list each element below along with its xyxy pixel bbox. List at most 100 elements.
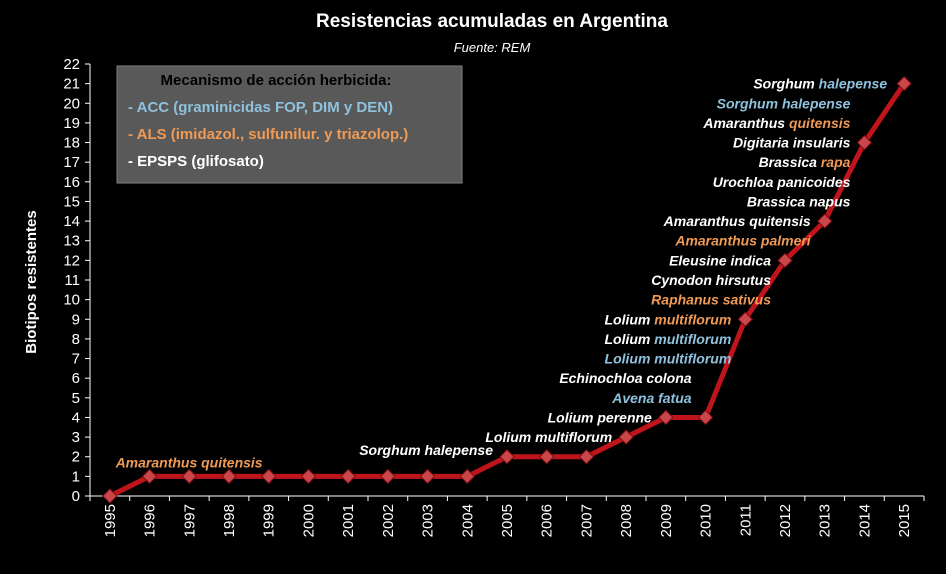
x-tick-label: 2007 [578, 504, 595, 537]
x-tick-label: 1997 [181, 504, 198, 537]
chart-title: Resistencias acumuladas en Argentina [316, 11, 668, 32]
y-tick-label: 5 [72, 390, 80, 407]
annotation-label: Brassica rapa [759, 154, 851, 170]
x-tick-label: 1998 [221, 504, 238, 537]
annotation-part: Avena fatua [611, 390, 692, 406]
y-tick-label: 22 [63, 56, 80, 73]
legend-item: - ACC (graminicidas FOP, DIM y DEN) [128, 99, 393, 116]
data-point [380, 468, 396, 485]
data-point [221, 468, 237, 485]
data-point [141, 468, 158, 485]
chart-subtitle: Fuente: REM [454, 40, 531, 55]
annotation-label: Sorghum halepense [753, 76, 887, 92]
annotation-part: quitensis [789, 115, 851, 131]
annotation-label: Avena fatua [611, 390, 692, 406]
x-tick-label: 2005 [499, 504, 516, 537]
annotation-part: Amaranthus palmeri [674, 233, 811, 249]
y-tick-label: 8 [72, 331, 80, 348]
data-point [261, 468, 277, 485]
x-tick-label: 2015 [896, 504, 913, 537]
y-tick-label: 21 [63, 76, 80, 93]
x-tick-label: 2004 [459, 504, 476, 537]
annotation-part: Sorghum halepense [359, 442, 493, 458]
annotation-part: rapa [821, 154, 851, 170]
x-tick-label: 2012 [777, 504, 794, 537]
x-tick-label: 2009 [658, 504, 675, 537]
annotation-part: Brassica [759, 154, 821, 170]
data-point [817, 213, 833, 229]
y-tick-label: 16 [63, 174, 80, 191]
annotation-part: Lolium multiflorum [485, 429, 612, 445]
annotation-part: Amaranthus quitensis [663, 213, 811, 229]
data-point [181, 468, 197, 485]
annotation-part: Brassica napus [747, 193, 851, 209]
annotation-part: Lolium perenne [548, 409, 652, 425]
annotation-part: Lolium [605, 311, 655, 327]
y-tick-label: 17 [63, 154, 80, 171]
y-axis-label: Biotipos resistentes [23, 210, 40, 353]
y-tick-label: 19 [63, 115, 80, 132]
annotation-part: Lolium multiflorum [605, 351, 732, 367]
annotation-part: Sorghum halepense [717, 95, 851, 111]
annotation-label: Amaranthus quitensis [115, 454, 263, 470]
x-tick-label: 1995 [102, 504, 119, 537]
annotation-label: Digitaria insularis [733, 135, 851, 151]
x-tick-label: 2003 [420, 504, 437, 537]
x-tick-label: 2008 [618, 504, 635, 537]
data-point [896, 75, 912, 92]
data-point [618, 429, 634, 445]
y-tick-label: 20 [63, 95, 80, 112]
annotation-part: Echinochloa colona [559, 370, 691, 386]
series-group [102, 75, 912, 504]
annotation-label: Amaranthus palmeri [674, 233, 811, 249]
data-point [340, 468, 356, 485]
legend: Mecanismo de acción herbicida: - ACC (gr… [116, 65, 463, 184]
annotation-label: Echinochloa colona [559, 370, 691, 386]
annotation-part: multiflorum [654, 311, 731, 327]
x-tick-label: 2014 [856, 504, 873, 537]
y-tick-label: 3 [72, 429, 80, 446]
y-tick-label: 7 [72, 351, 80, 368]
y-tick-label: 12 [63, 252, 80, 269]
annotation-label: Brassica napus [747, 193, 851, 209]
annotation-label: Lolium multiflorum [605, 351, 732, 367]
y-tick-label: 1 [72, 468, 80, 485]
data-point [856, 134, 873, 151]
x-tick-label: 2010 [698, 504, 715, 537]
y-tick-label: 0 [72, 488, 80, 505]
annotation-part: Urochloa panicoides [713, 174, 851, 190]
annotation-label: Raphanus sativus [651, 292, 771, 308]
data-point [499, 449, 515, 465]
x-tick-label: 2000 [300, 504, 317, 537]
annotation-label: Sorghum halepense [359, 442, 493, 458]
data-point [578, 449, 595, 465]
y-tick-label: 4 [72, 409, 80, 426]
y-tick-label: 14 [63, 213, 80, 230]
legend-item: - EPSPS (glifosato) [128, 153, 264, 170]
annotation-part: Lolium [605, 331, 655, 347]
annotation-label: Eleusine indica [669, 252, 771, 268]
y-tick-label: 18 [63, 135, 80, 152]
x-ticks: 1995 1996 1997 1998 1999 2000 2001 2002 2003 2004… [89, 496, 925, 537]
legend-item: - ALS (imidazol., sulfunilur. y triazolo… [128, 126, 408, 143]
annotation-label: Lolium multiflorum [605, 311, 732, 327]
annotation-label: Lolium perenne [548, 409, 652, 425]
x-tick-label: 1999 [261, 504, 278, 537]
annotation-part: Amaranthus [702, 115, 789, 131]
y-tick-label: 15 [63, 193, 80, 210]
y-tick-label: 6 [72, 370, 80, 387]
annotation-part: Cynodon hirsutus [651, 272, 771, 288]
annotation-part: Raphanus sativus [651, 292, 771, 308]
legend-box [116, 65, 463, 184]
annotation-part: Amaranthus quitensis [115, 454, 263, 470]
y-tick-label: 11 [64, 272, 80, 289]
annotation-label: Sorghum halepense [717, 95, 851, 111]
data-point [777, 252, 793, 269]
annotation-label: Amaranthus quitensis [663, 213, 811, 229]
data-point [658, 409, 674, 426]
annotation-label: Lolium multiflorum [605, 331, 732, 347]
y-tick-label: 13 [63, 233, 80, 250]
legend-title: Mecanismo de acción herbicida: [161, 72, 392, 89]
